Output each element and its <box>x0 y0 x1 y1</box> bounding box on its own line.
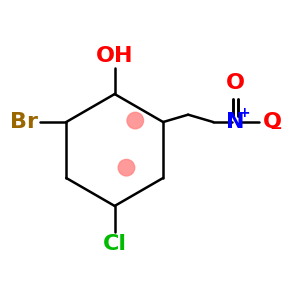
Text: O: O <box>226 73 245 93</box>
Text: O: O <box>263 112 282 132</box>
Text: Cl: Cl <box>103 234 127 254</box>
Circle shape <box>118 159 135 176</box>
Text: OH: OH <box>96 46 134 66</box>
Text: Br: Br <box>10 112 38 132</box>
Circle shape <box>127 112 143 129</box>
Text: −: − <box>269 121 282 136</box>
Text: N: N <box>226 112 244 132</box>
Text: +: + <box>239 106 250 120</box>
